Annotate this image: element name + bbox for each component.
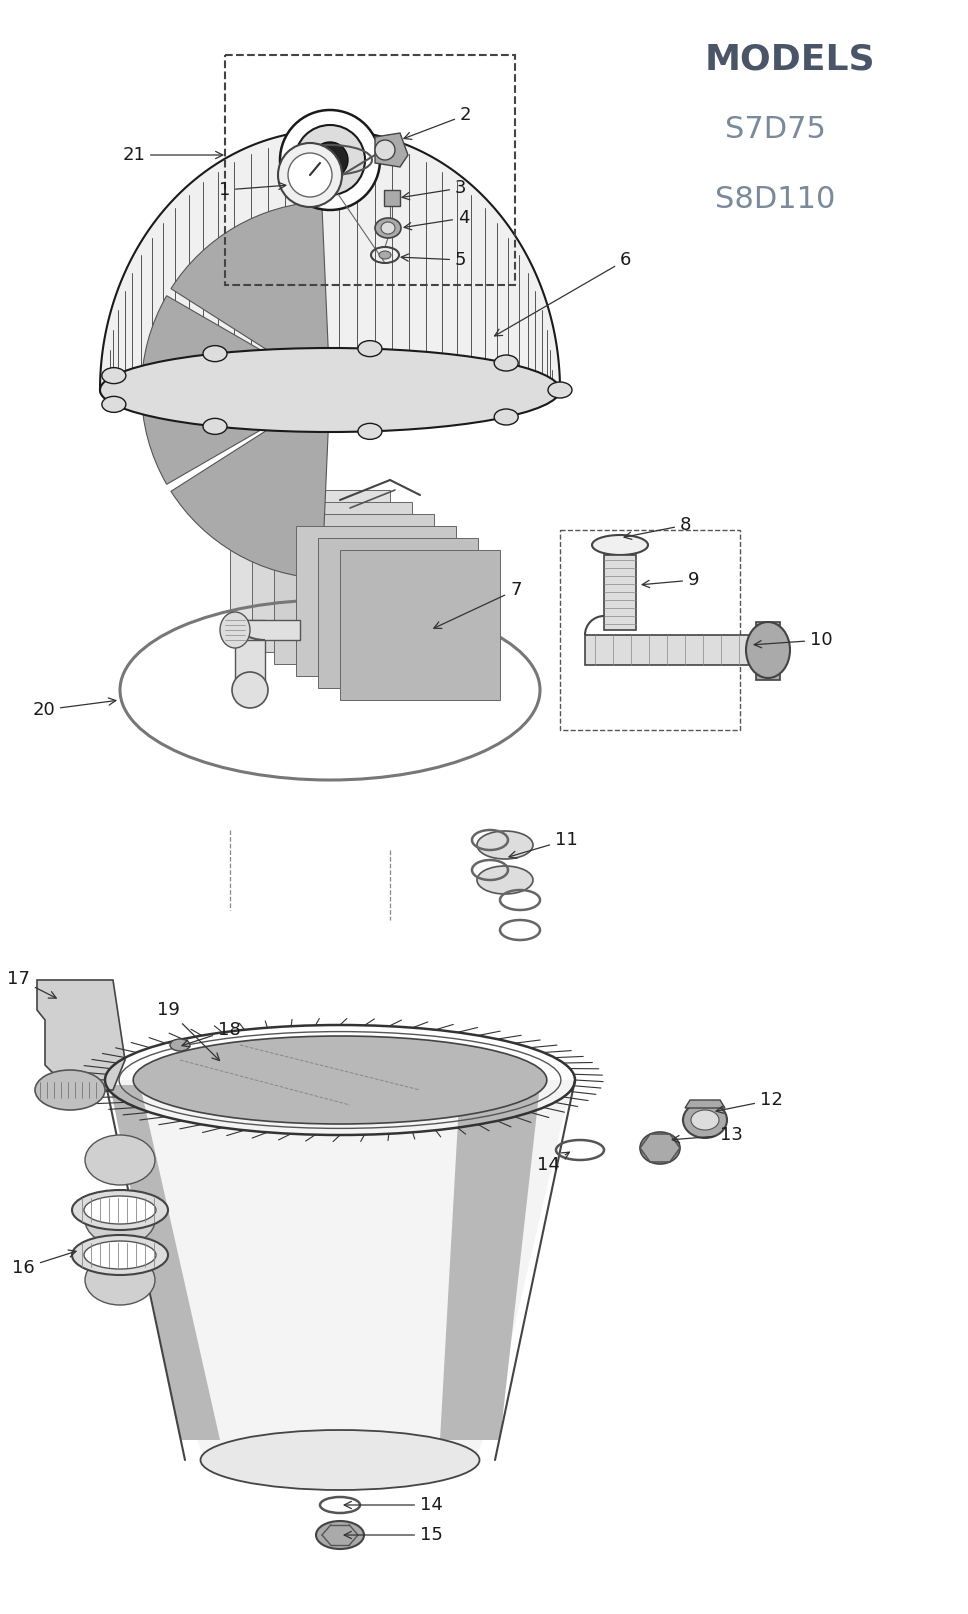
- Text: 2: 2: [404, 107, 471, 139]
- Ellipse shape: [84, 1241, 156, 1269]
- Ellipse shape: [85, 1256, 155, 1306]
- Polygon shape: [375, 132, 408, 166]
- Bar: [560, 529, 740, 730]
- Polygon shape: [235, 620, 265, 692]
- Text: 4: 4: [404, 208, 469, 229]
- Text: 5: 5: [401, 252, 467, 270]
- Text: S7D75: S7D75: [725, 116, 826, 145]
- Polygon shape: [296, 526, 456, 676]
- Ellipse shape: [358, 341, 382, 357]
- Polygon shape: [230, 491, 390, 641]
- Polygon shape: [105, 1080, 575, 1461]
- Bar: [604, 555, 636, 629]
- Ellipse shape: [72, 1190, 168, 1230]
- Ellipse shape: [280, 110, 380, 210]
- Ellipse shape: [495, 355, 518, 371]
- Ellipse shape: [200, 1430, 479, 1490]
- Bar: [585, 634, 765, 665]
- Ellipse shape: [358, 423, 382, 439]
- Ellipse shape: [35, 1070, 105, 1110]
- Polygon shape: [274, 513, 434, 663]
- Text: S8D110: S8D110: [714, 186, 835, 215]
- Polygon shape: [37, 980, 125, 1089]
- Ellipse shape: [100, 349, 560, 433]
- Ellipse shape: [375, 140, 395, 160]
- Ellipse shape: [134, 1036, 547, 1123]
- Ellipse shape: [477, 831, 533, 859]
- Ellipse shape: [288, 153, 332, 197]
- Text: 15: 15: [345, 1525, 443, 1545]
- Text: 21: 21: [122, 145, 223, 165]
- Wedge shape: [171, 391, 330, 578]
- Ellipse shape: [85, 1194, 155, 1244]
- Text: 16: 16: [13, 1249, 76, 1277]
- Polygon shape: [110, 1085, 220, 1440]
- Ellipse shape: [220, 612, 250, 647]
- Text: 1: 1: [219, 181, 286, 199]
- Ellipse shape: [203, 345, 227, 362]
- Text: MODELS: MODELS: [705, 44, 875, 77]
- Ellipse shape: [381, 223, 395, 234]
- Polygon shape: [100, 131, 560, 429]
- Ellipse shape: [477, 867, 533, 894]
- Ellipse shape: [640, 1131, 680, 1164]
- Ellipse shape: [375, 218, 401, 237]
- Ellipse shape: [548, 383, 572, 399]
- Text: 9: 9: [642, 571, 700, 589]
- Ellipse shape: [102, 368, 126, 384]
- Text: 11: 11: [509, 831, 578, 859]
- Ellipse shape: [495, 408, 518, 424]
- Text: 17: 17: [7, 970, 56, 997]
- Text: 13: 13: [672, 1127, 742, 1144]
- Text: 12: 12: [716, 1091, 783, 1114]
- Ellipse shape: [691, 1110, 719, 1130]
- Text: 19: 19: [157, 1001, 220, 1060]
- Polygon shape: [756, 621, 780, 679]
- Text: 7: 7: [434, 581, 522, 628]
- Text: 18: 18: [182, 1022, 241, 1047]
- Polygon shape: [252, 502, 412, 652]
- Bar: [225, 55, 515, 286]
- Wedge shape: [141, 295, 330, 484]
- Text: 3: 3: [402, 179, 467, 200]
- Ellipse shape: [312, 142, 348, 178]
- Polygon shape: [235, 620, 300, 641]
- Wedge shape: [171, 202, 330, 391]
- Text: 20: 20: [32, 697, 116, 718]
- Ellipse shape: [746, 621, 790, 678]
- Ellipse shape: [85, 1135, 155, 1185]
- Ellipse shape: [379, 252, 391, 258]
- Ellipse shape: [203, 418, 227, 434]
- Ellipse shape: [84, 1196, 156, 1223]
- Text: 6: 6: [495, 252, 631, 336]
- Ellipse shape: [295, 124, 365, 195]
- Text: 14: 14: [345, 1496, 443, 1514]
- Text: 10: 10: [754, 631, 832, 649]
- Polygon shape: [440, 1085, 540, 1440]
- Ellipse shape: [278, 144, 342, 207]
- Polygon shape: [340, 550, 500, 700]
- Polygon shape: [685, 1101, 725, 1107]
- Ellipse shape: [592, 534, 648, 555]
- Text: 8: 8: [624, 516, 691, 539]
- Ellipse shape: [683, 1102, 727, 1138]
- Ellipse shape: [170, 1039, 190, 1051]
- Ellipse shape: [102, 397, 126, 412]
- Ellipse shape: [72, 1235, 168, 1275]
- Text: 14: 14: [537, 1152, 569, 1173]
- Bar: [384, 190, 400, 207]
- Ellipse shape: [232, 671, 268, 709]
- Polygon shape: [318, 537, 478, 688]
- Ellipse shape: [316, 1520, 364, 1549]
